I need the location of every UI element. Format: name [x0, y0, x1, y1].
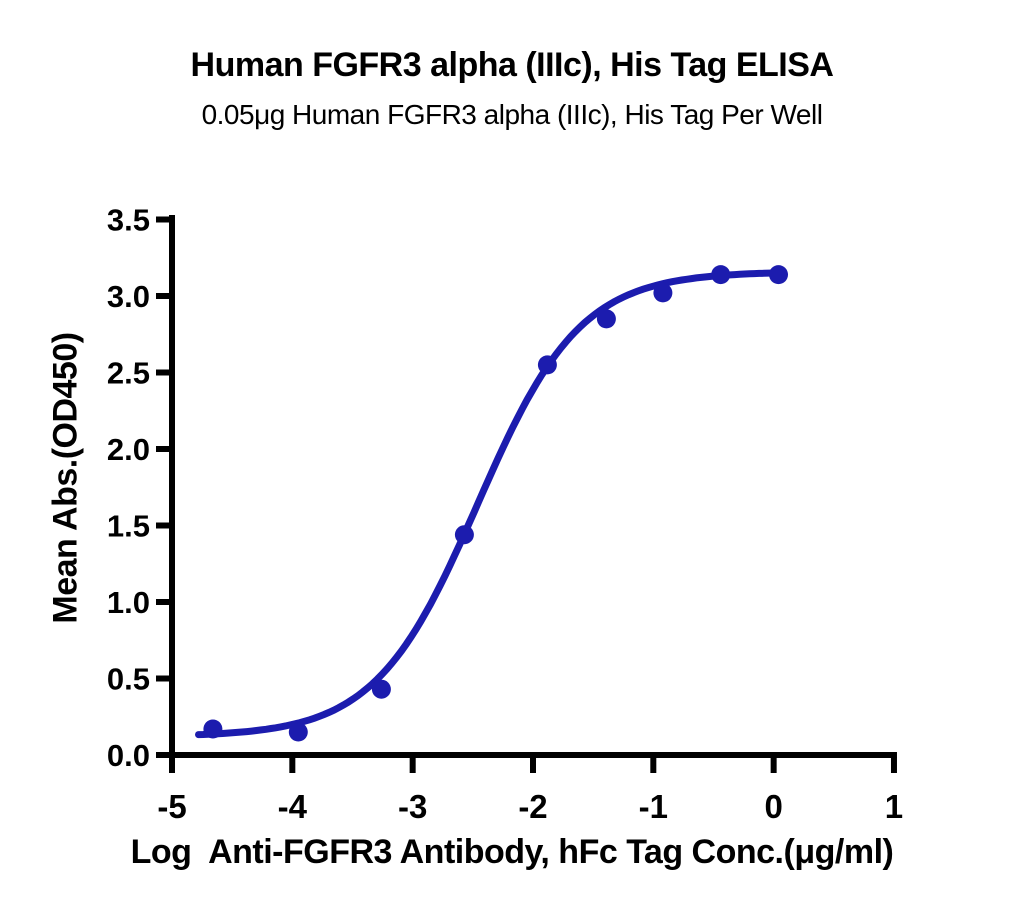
- y-tick-label: 2.0: [107, 432, 150, 467]
- y-tick-label: 0.5: [107, 662, 150, 697]
- data-point: [653, 283, 673, 303]
- x-tick-label: -2: [518, 788, 547, 825]
- data-point: [288, 722, 308, 742]
- data-point: [454, 525, 474, 545]
- data-point: [711, 265, 731, 285]
- x-tick-label: -1: [639, 788, 668, 825]
- chart-subtitle: 0.05μg Human FGFR3 alpha (IIIc), His Tag…: [201, 99, 823, 130]
- data-point: [203, 719, 223, 739]
- data-point: [537, 355, 557, 375]
- fit-curve: [195, 269, 782, 739]
- y-tick-label: 2.5: [107, 356, 150, 391]
- data-point: [371, 679, 391, 699]
- x-tick-label: -5: [157, 788, 186, 825]
- y-tick-label: 1.5: [107, 509, 150, 544]
- x-tick-label: 1: [885, 788, 903, 825]
- chart-title: Human FGFR3 alpha (IIIc), His Tag ELISA: [190, 46, 834, 84]
- data-point: [769, 265, 788, 285]
- x-tick-label: -3: [398, 788, 427, 825]
- x-tick-label: -4: [278, 788, 308, 825]
- x-tick-label: 0: [764, 788, 782, 825]
- y-tick-label: 3.0: [107, 279, 150, 314]
- data-point: [596, 309, 616, 329]
- x-axis-title: Log Anti-FGFR3 Antibody, hFc Tag Conc.(μ…: [130, 833, 894, 871]
- y-tick-label: 1.0: [107, 585, 150, 620]
- y-tick-label: 3.5: [107, 203, 150, 238]
- y-tick-label: 0.0: [107, 738, 150, 773]
